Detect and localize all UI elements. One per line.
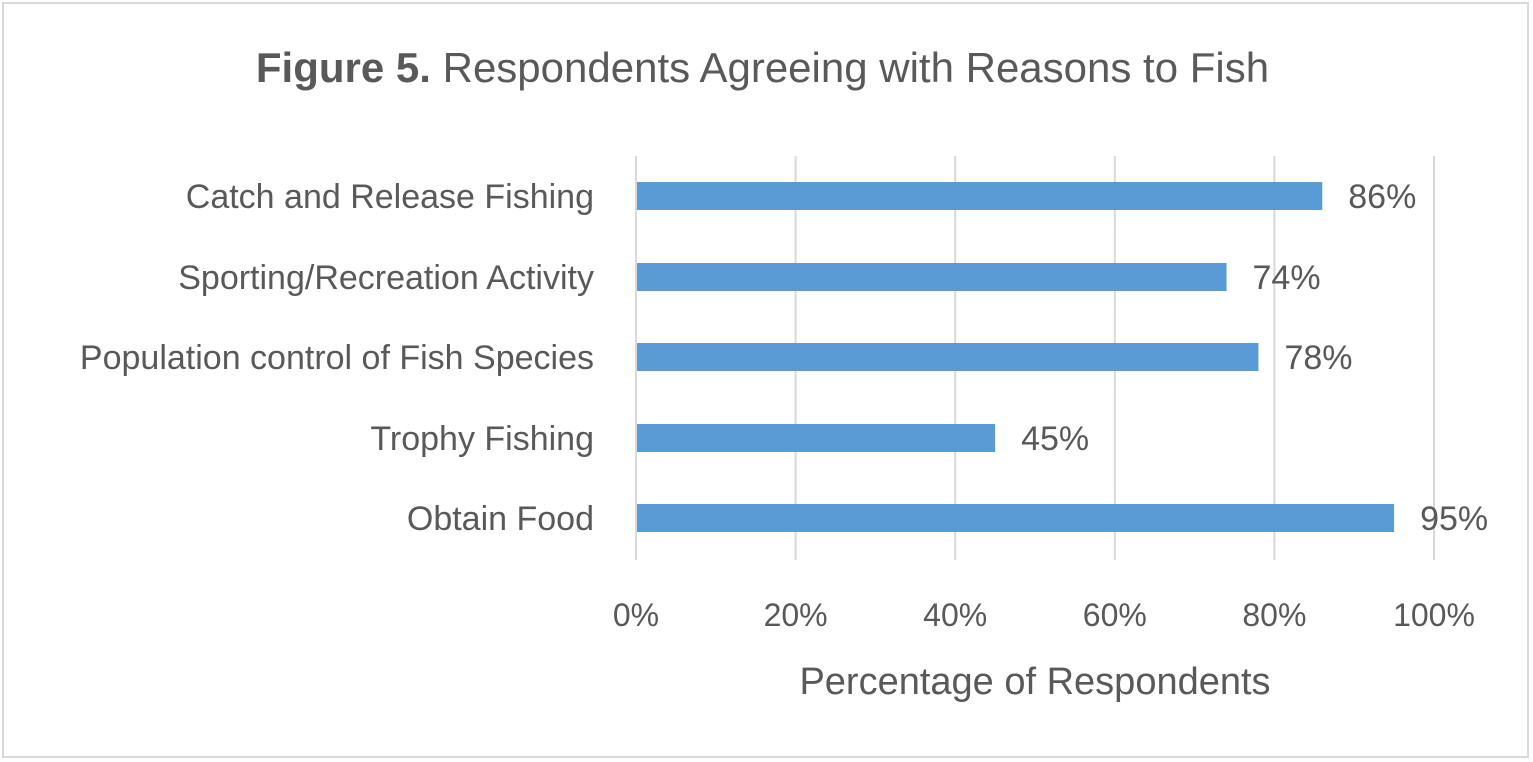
data-label: 45% (1021, 420, 1089, 458)
bar (637, 343, 1259, 371)
x-tick-label: 0% (613, 597, 659, 633)
category-label: Trophy Fishing (370, 420, 594, 458)
x-tick-label: 40% (923, 597, 987, 633)
category-label: Catch and Release Fishing (186, 178, 594, 216)
x-tick-label: 80% (1242, 597, 1306, 633)
bar (637, 263, 1227, 291)
category-label: Population control of Fish Species (80, 339, 594, 377)
data-label: 95% (1420, 500, 1488, 538)
x-tick-label: 100% (1393, 597, 1475, 633)
x-axis-title: Percentage of Respondents (799, 661, 1270, 703)
category-label: Sporting/Recreation Activity (178, 259, 594, 297)
category-label: Obtain Food (407, 500, 594, 538)
x-tick-label: 60% (1083, 597, 1147, 633)
bar (637, 424, 996, 452)
bar (637, 504, 1395, 532)
x-tick-label: 20% (764, 597, 828, 633)
bars (637, 182, 1395, 532)
chart-title-figure-number: Figure 5. (255, 44, 431, 91)
bar-chart: 0% 20% 40% 60% 80% 100% Catch and Release Fish… (80, 156, 1488, 703)
data-label: 86% (1348, 178, 1416, 216)
data-label: 74% (1253, 259, 1321, 297)
chart-title-text: Respondents Agreeing with Reasons to Fis… (442, 44, 1270, 91)
bar (637, 182, 1323, 210)
data-label: 78% (1284, 339, 1352, 377)
chart-title: Figure 5. Respondents Agreeing with Reas… (4, 44, 1521, 92)
labels: 0% 20% 40% 60% 80% 100% Catch and Release Fish… (80, 178, 1488, 633)
